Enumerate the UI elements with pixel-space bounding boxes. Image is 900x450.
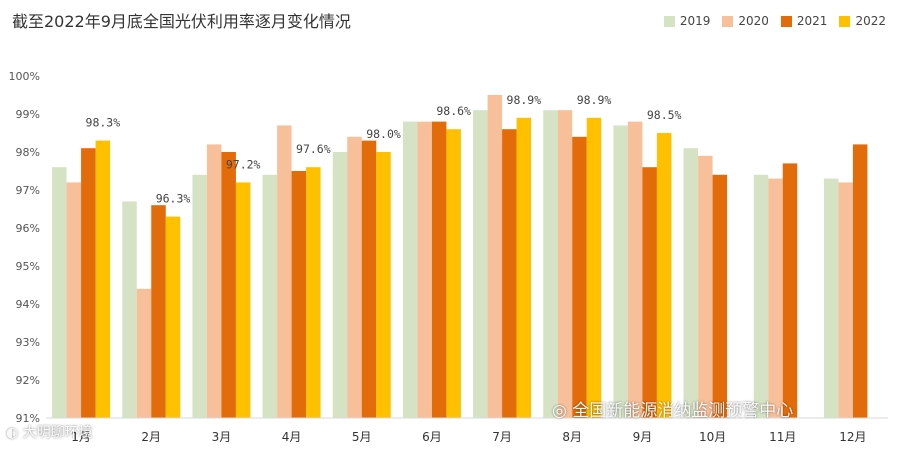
bar-2021-8月 [572, 136, 587, 419]
bar-2021-7月 [502, 129, 517, 418]
bar-2022-6月 [446, 129, 461, 418]
bar-2020-10月 [698, 155, 713, 419]
watermark-account: ◐ 大明聊环境 [6, 425, 93, 441]
legend: 2019 2020 2021 2022 [663, 14, 886, 28]
bar-2019-3月 [192, 174, 207, 418]
bar-2022-4月 [306, 167, 321, 418]
bar-2021-9月 [642, 167, 657, 418]
legend-label: 2020 [738, 14, 769, 28]
bar-2021-12月 [852, 144, 868, 418]
legend-swatch [780, 15, 792, 27]
bar-2019-9月 [613, 125, 628, 419]
bar-2021-6月 [431, 121, 447, 418]
y-tick-label: 94% [16, 298, 40, 311]
x-tick-label: 6月 [422, 430, 442, 444]
legend-swatch [722, 15, 734, 27]
x-tick-label: 11月 [769, 430, 796, 444]
bar-2020-11月 [768, 178, 783, 418]
y-tick-label: 98% [16, 146, 40, 159]
bar-2021-3月 [221, 152, 236, 418]
weibo-icon: ◐ [6, 425, 19, 441]
y-tick-label: 93% [16, 336, 40, 349]
legend-label: 2021 [796, 14, 828, 28]
data-label-2022: 98.9% [577, 93, 612, 107]
bar-2022-8月 [586, 117, 602, 419]
legend-item-2021: 2021 [780, 14, 828, 28]
y-tick-label: 96% [16, 222, 40, 235]
legend-item-2022: 2022 [839, 14, 886, 28]
bar-2020-9月 [627, 121, 643, 418]
bar-2020-7月 [487, 95, 503, 418]
bar-2020-12月 [838, 182, 853, 418]
data-label-2022: 97.2% [226, 157, 261, 171]
legend-label: 2019 [679, 14, 711, 28]
y-tick-label: 99% [16, 108, 40, 121]
bar-2020-2月 [136, 288, 152, 418]
bar-2021-1月 [81, 148, 96, 418]
data-label-2022: 98.0% [366, 127, 401, 141]
legend-item-2019: 2019 [663, 14, 711, 28]
bar-2022-7月 [516, 117, 532, 419]
y-tick-label: 95% [16, 260, 40, 273]
data-label-2022: 98.9% [507, 93, 542, 107]
bar-2019-7月 [473, 110, 488, 418]
bar-2021-10月 [712, 174, 728, 418]
data-label-2022: 98.5% [647, 108, 682, 122]
legend-label: 2022 [855, 14, 886, 28]
bar-2021-11月 [782, 163, 798, 418]
chart-title: 截至2022年9月底全国光伏利用率逐月变化情况 [12, 12, 351, 31]
x-tick-label: 9月 [633, 430, 653, 444]
legend-swatch [663, 15, 675, 27]
x-tick-label: 8月 [562, 430, 582, 444]
bar-2020-8月 [557, 110, 573, 418]
watermark-source: ◎ 全国新能源消纳监测预警中心 [552, 401, 794, 421]
bar-2021-2月 [151, 205, 166, 418]
bar-2020-3月 [206, 144, 222, 418]
bar-2022-3月 [235, 182, 251, 418]
bar-2020-4月 [277, 125, 292, 419]
data-label-2022: 96.3% [156, 192, 191, 206]
data-label-2022: 98.3% [86, 116, 121, 130]
bar-2019-6月 [402, 121, 418, 418]
bar-2019-4月 [262, 174, 278, 418]
y-tick-label: 100% [9, 70, 40, 83]
y-tick-label: 91% [16, 412, 40, 425]
bar-2022-1月 [95, 140, 111, 418]
bar-2019-8月 [543, 110, 558, 418]
bar-2019-5月 [332, 152, 348, 418]
y-tick-label: 97% [16, 184, 40, 197]
x-tick-label: 5月 [352, 430, 372, 444]
x-tick-label: 12月 [839, 430, 866, 444]
data-label-2022: 98.6% [436, 104, 471, 118]
bar-2020-5月 [347, 136, 362, 419]
data-label-2022: 97.6% [296, 142, 331, 156]
x-tick-label: 7月 [492, 430, 512, 444]
bar-2019-10月 [683, 148, 699, 418]
bar-2020-6月 [417, 121, 432, 418]
bar-2021-5月 [361, 140, 377, 418]
bar-2019-2月 [122, 201, 137, 418]
legend-item-2020: 2020 [722, 14, 769, 28]
bar-2022-5月 [376, 152, 391, 418]
bar-2019-1月 [52, 167, 67, 418]
wechat-icon: ◎ [552, 401, 567, 421]
x-tick-label: 4月 [282, 430, 302, 444]
x-tick-label: 1月 [71, 430, 91, 444]
y-tick-label: 92% [16, 374, 40, 387]
bar-2020-1月 [66, 182, 82, 418]
legend-swatch [839, 15, 851, 27]
x-tick-label: 3月 [212, 430, 232, 444]
bar-2019-12月 [823, 178, 839, 418]
bar-2022-9月 [656, 133, 672, 418]
bar-2022-2月 [165, 216, 181, 418]
x-tick-label: 2月 [141, 430, 161, 444]
x-tick-label: 10月 [699, 430, 726, 444]
bar-2021-4月 [291, 171, 307, 418]
bar-2019-11月 [753, 174, 769, 418]
